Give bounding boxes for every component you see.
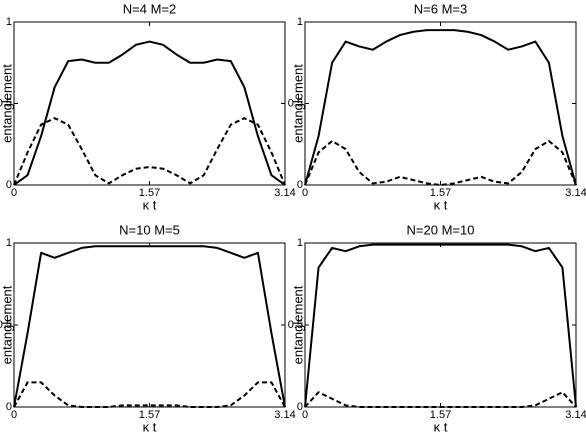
solid-line (304, 243, 577, 408)
subplot-title: N=20 M=10 (407, 222, 475, 237)
subplot-title: N=10 M=5 (119, 222, 180, 237)
y-axis-label: entanglement (290, 64, 305, 143)
axes-box (13, 21, 286, 186)
y-axis-label: entanglement (0, 285, 14, 364)
axes-box (13, 242, 286, 408)
x-axis-label: κ t (434, 419, 448, 434)
x-tick-label: 1.57 (139, 409, 160, 421)
y-axis-label: entanglement (0, 64, 14, 143)
x-tick-label: 3.14 (274, 409, 295, 421)
y-tick-label: 1 (297, 16, 303, 28)
x-axis-label: κ t (434, 197, 448, 212)
dashed-line (13, 381, 286, 408)
axes-box (304, 21, 577, 186)
y-tick-label: 0 (297, 401, 303, 413)
x-tick-label: 3.14 (565, 187, 586, 199)
x-tick-label: 3.14 (565, 409, 586, 421)
x-axis-label: κ t (143, 197, 157, 212)
y-axis-label: entanglement (290, 285, 305, 364)
y-tick-label: 1 (297, 237, 303, 249)
solid-line (304, 29, 577, 186)
x-tick-label: 0 (11, 409, 17, 421)
y-tick-label: 0 (6, 401, 12, 413)
x-tick-label: 1.57 (430, 187, 451, 199)
solid-line (13, 40, 286, 186)
x-tick-label: 1.57 (139, 187, 160, 199)
dashed-line (13, 117, 286, 186)
y-tick-label: 0.5 (288, 319, 303, 331)
y-tick-label: 0.5 (0, 319, 12, 331)
axes-box (304, 242, 577, 408)
dashed-line (304, 391, 577, 408)
y-tick-label: 0.5 (288, 97, 303, 109)
x-tick-label: 0 (11, 187, 17, 199)
subplot-title: N=6 M=3 (414, 1, 467, 16)
solid-line (13, 245, 286, 408)
x-axis-label: κ t (143, 419, 157, 434)
dashed-line (304, 139, 577, 186)
x-tick-label: 1.57 (430, 409, 451, 421)
y-tick-label: 0 (297, 179, 303, 191)
x-tick-label: 3.14 (274, 187, 295, 199)
subplot-title: N=4 M=2 (123, 1, 176, 16)
y-tick-label: 1 (6, 16, 12, 28)
x-tick-label: 0 (302, 409, 308, 421)
y-tick-label: 0.5 (0, 97, 12, 109)
x-tick-label: 0 (302, 187, 308, 199)
y-tick-label: 0 (6, 179, 12, 191)
y-tick-label: 1 (6, 237, 12, 249)
